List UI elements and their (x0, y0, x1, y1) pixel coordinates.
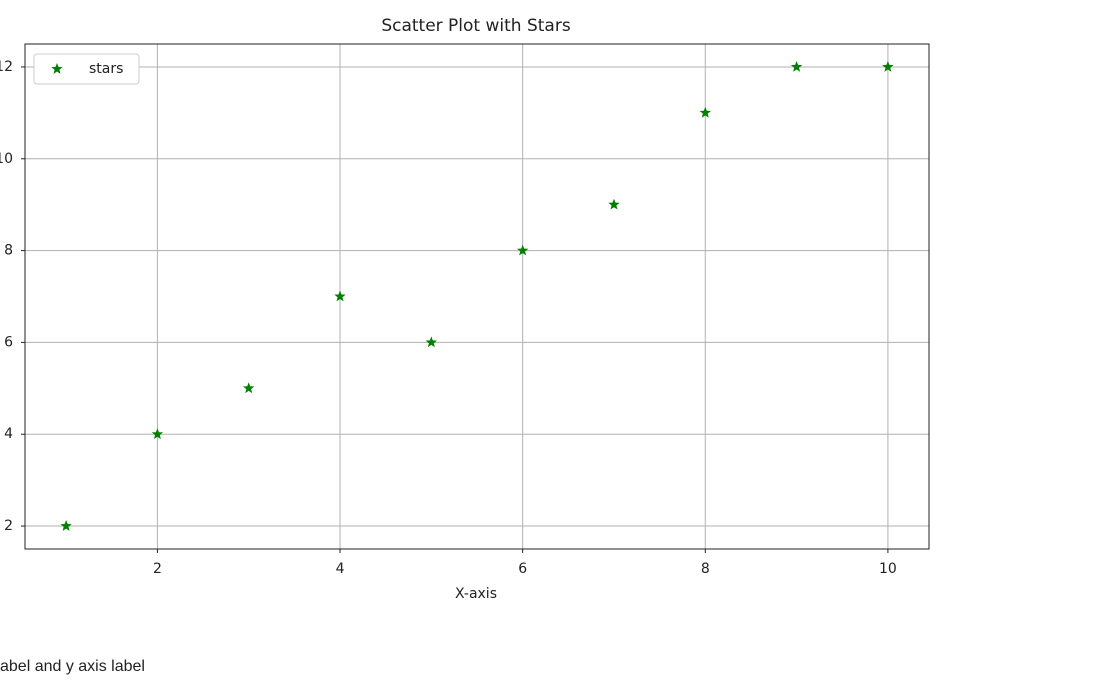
legend-marker (51, 63, 63, 74)
x-tick-label: 6 (518, 561, 527, 577)
y-tick-label: 6 (4, 334, 13, 350)
chart: Scatter Plot with Stars X-axis 2 4 6 8 10 2 4 6… (0, 16, 930, 602)
y-tick-label: 4 (4, 426, 13, 442)
y-tick-label: 2 (4, 518, 13, 534)
star-marker (151, 428, 164, 440)
x-axis-label: X-axis (455, 586, 497, 602)
legend: stars (33, 53, 140, 85)
y-tick-label: 12 (0, 59, 13, 75)
legend-box (33, 53, 140, 85)
x-tick-label: 2 (153, 561, 162, 577)
x-tick-label: 10 (879, 561, 897, 577)
chart-title: Scatter Plot with Stars (381, 16, 571, 36)
y-tick-label: 10 (0, 151, 13, 167)
star-marker (60, 520, 72, 531)
star-marker (517, 244, 529, 256)
y-tick-label: 8 (4, 243, 13, 259)
star-marker (882, 61, 894, 72)
star-marker (790, 61, 803, 72)
x-tick-label: 8 (701, 561, 710, 577)
plot-frame (24, 43, 930, 550)
star-marker (243, 382, 255, 394)
legend-label: stars (89, 61, 123, 77)
page-text: abel and y axis label (0, 658, 145, 675)
star-marker (334, 290, 346, 302)
x-tick-label: 4 (336, 561, 345, 577)
star-marker (425, 336, 437, 348)
star-marker (699, 106, 711, 118)
star-marker (608, 198, 620, 210)
